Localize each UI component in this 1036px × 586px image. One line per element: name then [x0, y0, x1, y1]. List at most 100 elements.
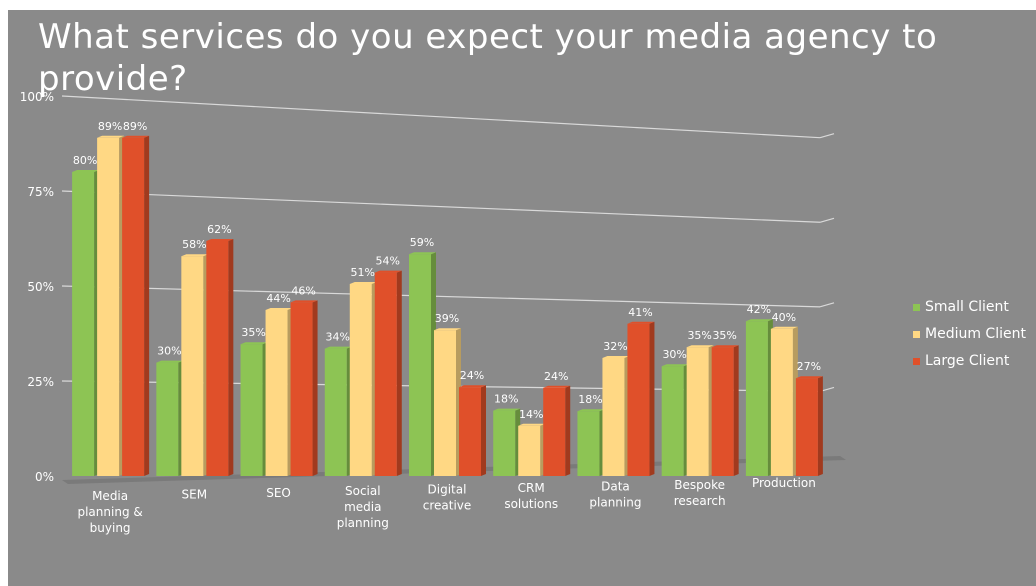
bar — [72, 172, 95, 476]
data-label: 35% — [687, 329, 711, 342]
legend-swatch — [913, 331, 920, 338]
data-label: 18% — [494, 393, 518, 406]
bar — [686, 347, 709, 476]
legend-swatch — [913, 358, 920, 365]
legend-item: Medium Client — [913, 320, 1026, 347]
bar — [577, 411, 600, 476]
x-tick-label: Social media planning — [337, 484, 389, 530]
gridline — [61, 190, 821, 223]
bar-top — [265, 308, 293, 310]
bar-top — [97, 135, 125, 138]
data-label: 42% — [747, 303, 771, 316]
bar-top — [324, 346, 352, 349]
bar — [518, 425, 541, 476]
data-label: 27% — [797, 360, 821, 373]
data-label: 54% — [376, 255, 400, 268]
bar — [795, 378, 818, 476]
bar-side — [817, 376, 823, 476]
legend-item: Small Client — [913, 293, 1026, 320]
bar-top — [459, 385, 486, 388]
legend-item: Large Client — [913, 347, 1026, 374]
bar — [206, 241, 229, 476]
bar-top — [627, 321, 655, 324]
bar-top — [206, 239, 234, 241]
bar — [627, 323, 650, 476]
bar-top — [795, 376, 823, 379]
gridline — [819, 217, 835, 223]
bar — [181, 256, 204, 476]
y-tick-label: 0% — [35, 470, 54, 484]
bar-top — [290, 300, 318, 303]
legend-label: Medium Client — [925, 325, 1026, 342]
x-tick-label: Production — [752, 476, 816, 490]
bar-top — [349, 282, 377, 284]
bar-top — [577, 409, 605, 412]
bar-side — [312, 300, 318, 476]
data-label: 35% — [712, 329, 736, 342]
data-label: 89% — [123, 120, 147, 133]
x-tick-label: CRM solutions — [504, 481, 558, 511]
bar — [324, 348, 347, 476]
bar — [374, 272, 397, 476]
bar-top — [661, 364, 689, 367]
data-label: 24% — [544, 370, 568, 383]
bar — [459, 387, 481, 476]
data-label: 39% — [435, 312, 459, 325]
slide: What services do you expect your media a… — [8, 10, 1036, 586]
chart-legend: Small Client Medium Client Large Client — [913, 293, 1026, 374]
bar-top — [434, 328, 461, 331]
y-tick-label: 25% — [27, 375, 54, 389]
data-label: 14% — [519, 408, 543, 421]
data-label: 58% — [182, 238, 206, 251]
bar — [156, 362, 179, 476]
bar — [493, 410, 516, 476]
bar — [97, 137, 120, 477]
bar — [434, 330, 456, 476]
x-tick-label: SEO — [266, 486, 291, 500]
bar-chart: 0% 25% 50% 75% 100% 80% 89% 89% Media planning & b… — [20, 90, 846, 535]
bar-side — [396, 270, 402, 476]
bar-top — [240, 342, 268, 345]
bar-top — [602, 356, 630, 358]
x-tick-label: Digital creative — [423, 483, 472, 513]
bar-top — [156, 360, 184, 363]
bar — [770, 328, 793, 476]
y-tick-label: 75% — [27, 185, 54, 199]
data-label: 89% — [98, 120, 122, 133]
legend-label: Small Client — [925, 298, 1009, 315]
bar-side — [228, 239, 234, 476]
y-tick-label: 50% — [27, 280, 54, 294]
bar-top — [518, 423, 546, 426]
bar — [745, 321, 768, 476]
bar-top — [686, 345, 714, 348]
data-label: 80% — [73, 154, 97, 167]
data-label: 41% — [628, 306, 652, 319]
bar-side — [481, 385, 486, 476]
gridline — [61, 95, 821, 139]
data-label: 30% — [662, 348, 686, 361]
data-label: 62% — [207, 223, 231, 236]
data-label: 24% — [460, 369, 484, 382]
bar-side — [565, 385, 571, 476]
bar — [409, 254, 431, 476]
y-tick-label: 100% — [20, 90, 54, 104]
legend-swatch — [913, 304, 920, 311]
x-tick-label: Media planning & buying — [77, 489, 142, 535]
bar-top — [409, 252, 436, 255]
bar — [122, 137, 145, 477]
gridline — [61, 285, 821, 308]
bar-top — [122, 135, 150, 138]
gridline — [819, 302, 835, 308]
bar — [240, 344, 263, 476]
x-tick-label: SEM — [182, 487, 208, 501]
bar-top — [711, 345, 739, 348]
bar-top — [493, 408, 521, 411]
bar — [349, 284, 372, 476]
bar — [265, 310, 288, 476]
x-tick-label: Bespoke research — [674, 478, 726, 508]
data-label: 46% — [291, 284, 315, 297]
bar — [602, 358, 625, 476]
bar — [290, 302, 313, 476]
bar-side — [144, 135, 150, 477]
